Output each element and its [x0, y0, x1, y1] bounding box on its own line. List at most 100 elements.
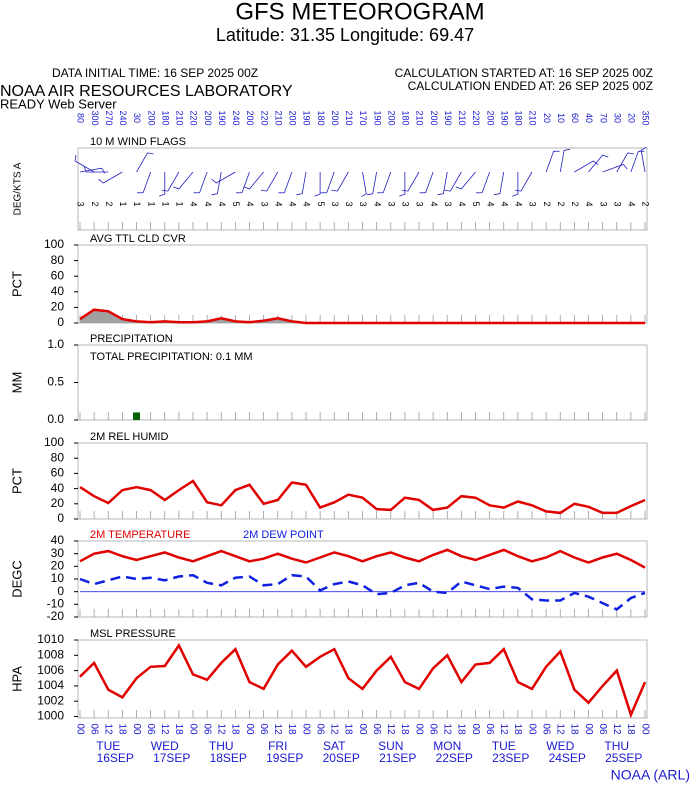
panel-title: AVG TTL CLD CVR — [90, 233, 186, 245]
date-label: 20SEP — [323, 751, 360, 765]
y-tick-label: 20 — [51, 300, 65, 314]
wind-direction-label: 190 — [443, 110, 453, 125]
wind-direction-label: 190 — [302, 110, 312, 125]
legend-label: 2M DEW POINT — [243, 529, 324, 541]
wind-flag — [515, 171, 533, 192]
wind-direction-label: 190 — [499, 110, 509, 125]
x-tick-label: 06 — [427, 723, 438, 735]
x-tick-label: 12 — [442, 723, 453, 735]
y-tick-label: 100 — [44, 435, 64, 449]
y-tick-label: 40 — [51, 284, 65, 298]
wind-direction-label: 20 — [627, 113, 637, 123]
panel-title: 2M REL HUMID — [90, 431, 168, 443]
series-line — [79, 573, 646, 611]
wind-flag — [455, 171, 476, 190]
wind-direction-label: 60 — [570, 113, 580, 123]
wind-flag — [278, 171, 293, 194]
wind-speed-label: 4 — [288, 201, 298, 206]
bar — [133, 412, 140, 420]
wind-flag — [588, 154, 609, 173]
data-time: DATA INITIAL TIME: 16 SEP 2025 00Z — [52, 66, 258, 80]
wind-flag — [296, 171, 307, 196]
wind-direction-label: 210 — [528, 110, 538, 125]
wind-speed-label: 4 — [273, 201, 283, 206]
panel-title: PRECIPITATION — [90, 333, 173, 345]
wind-direction-label: 40 — [584, 113, 594, 123]
footer: NOAA (ARL) — [611, 767, 690, 783]
wind-speed-label: 2 — [641, 201, 651, 206]
wind-speed-label: 4 — [499, 201, 509, 206]
y-axis-label: PCT — [9, 271, 24, 297]
day-label: SAT — [323, 739, 346, 753]
wind-direction-label: 220 — [189, 110, 199, 125]
wind-speed-label: 4 — [372, 201, 382, 206]
wind-flag — [437, 171, 448, 196]
x-tick-label: 06 — [201, 723, 212, 735]
y-tick-label: -10 — [47, 597, 65, 611]
day-label: TUE — [96, 739, 120, 753]
day-label: MON — [433, 739, 461, 753]
wind-flag — [98, 171, 123, 184]
y-tick-label: 0.5 — [47, 375, 64, 389]
x-tick-label: 00 — [357, 723, 368, 735]
wind-flag — [211, 171, 236, 184]
wind-direction-label: 190 — [217, 110, 227, 125]
wind-speed-label: 3 — [358, 201, 368, 206]
wind-speed-label: 1 — [132, 201, 142, 206]
date-label: 22SEP — [436, 751, 473, 765]
wind-direction-label: 200 — [288, 110, 298, 125]
wind-speed-label: 3 — [76, 201, 86, 206]
y-tick-label: 40 — [51, 481, 65, 495]
wind-flag — [320, 171, 335, 194]
wind-direction-label: 180 — [514, 110, 524, 125]
wind-direction-label: 200 — [386, 110, 396, 125]
date-label: 23SEP — [492, 751, 529, 765]
x-tick-label: 12 — [611, 723, 622, 735]
wind-flag — [545, 150, 560, 173]
x-tick-label: 06 — [314, 723, 325, 735]
y-tick-label: 60 — [51, 466, 65, 480]
y-tick-label: 1004 — [37, 678, 64, 692]
wind-speed-label: 4 — [485, 201, 495, 206]
x-tick-label: 18 — [117, 723, 128, 735]
y-tick-label: 1002 — [37, 693, 64, 707]
date-label: 17SEP — [153, 751, 190, 765]
x-tick-label: 06 — [145, 723, 156, 735]
day-label: WED — [151, 739, 179, 753]
wind-flag — [211, 171, 222, 196]
wind-flag — [602, 164, 628, 173]
y-axis-label: HPA — [9, 666, 24, 692]
x-tick-label: 00 — [187, 723, 198, 735]
title: GFS METEOROGRAM — [235, 0, 484, 25]
panel-frame — [77, 442, 648, 520]
wind-speed-label: 3 — [386, 201, 396, 206]
x-tick-label: 00 — [300, 723, 311, 735]
date-label: 18SEP — [210, 751, 247, 765]
y-tick-label: 60 — [51, 268, 65, 282]
x-tick-label: 18 — [343, 723, 354, 735]
x-tick-label: 00 — [639, 723, 650, 735]
y-tick-label: -20 — [47, 609, 65, 623]
wind-direction-label: 20 — [542, 113, 552, 123]
wind-speed-label: 4 — [514, 201, 524, 206]
wind-direction-label: 200 — [429, 110, 439, 125]
wind-speed-label: 4 — [429, 201, 439, 206]
wind-flag — [173, 171, 194, 190]
day-label: THU — [209, 739, 234, 753]
wind-speed-label: 2 — [104, 201, 114, 206]
wind-direction-label: 350 — [641, 110, 651, 125]
wind-flag — [360, 171, 367, 198]
x-tick-label: 00 — [74, 723, 85, 735]
wind-flag — [419, 171, 434, 194]
wind-speed-label: 3 — [415, 201, 425, 206]
panel-frame — [77, 244, 648, 324]
x-tick-label: 12 — [159, 723, 170, 735]
x-tick-label: 18 — [456, 723, 467, 735]
x-tick-label: 18 — [230, 723, 241, 735]
x-tick-label: 18 — [286, 723, 297, 735]
wind-flag — [74, 155, 95, 173]
wind-direction-label: 200 — [330, 110, 340, 125]
date-label: 19SEP — [266, 751, 303, 765]
wind-direction-label: 10 — [556, 113, 566, 123]
